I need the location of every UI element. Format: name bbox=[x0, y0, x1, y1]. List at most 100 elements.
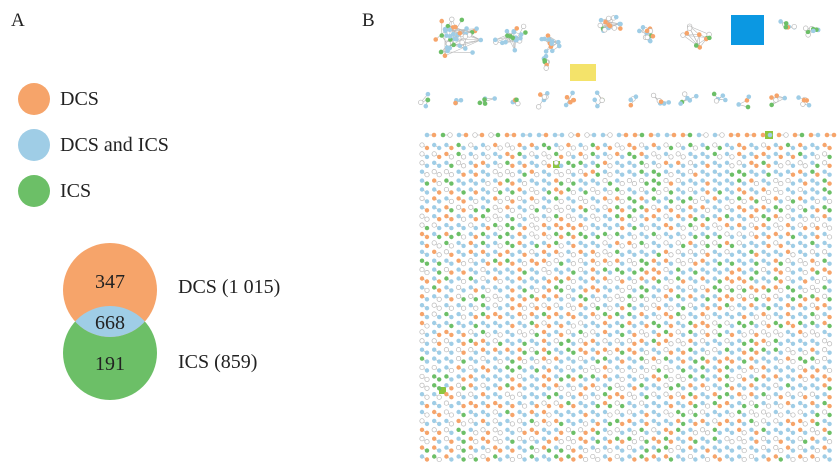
network-node bbox=[668, 252, 674, 258]
network-node bbox=[602, 142, 608, 148]
network-node bbox=[712, 196, 717, 201]
network-node bbox=[432, 392, 437, 397]
network-node bbox=[754, 199, 759, 204]
network-node bbox=[449, 225, 454, 231]
network-node bbox=[639, 249, 644, 254]
network-node bbox=[644, 439, 649, 444]
network-node bbox=[590, 178, 595, 183]
network-node bbox=[599, 97, 605, 103]
network-node bbox=[595, 421, 600, 427]
network-node bbox=[570, 189, 576, 196]
network-node bbox=[656, 288, 661, 293]
network-node bbox=[566, 240, 571, 246]
network-node bbox=[559, 350, 564, 355]
network-node bbox=[498, 314, 503, 320]
network-node bbox=[749, 311, 754, 317]
network-node bbox=[663, 151, 669, 157]
network-node bbox=[742, 279, 747, 284]
network-node bbox=[437, 225, 442, 231]
network-node bbox=[448, 305, 454, 311]
network-node bbox=[724, 151, 730, 157]
network-node bbox=[578, 294, 583, 299]
network-node bbox=[668, 403, 674, 409]
network-node bbox=[783, 132, 789, 138]
network-node bbox=[632, 270, 637, 275]
network-node bbox=[814, 359, 820, 365]
network-node bbox=[681, 368, 686, 373]
network-node bbox=[656, 457, 661, 462]
network-node bbox=[480, 392, 486, 397]
network-node bbox=[510, 252, 515, 257]
network-node bbox=[566, 222, 571, 228]
network-node bbox=[529, 222, 535, 228]
network-node bbox=[827, 172, 832, 177]
network-node bbox=[656, 279, 661, 284]
network-node bbox=[741, 394, 747, 400]
network-node bbox=[815, 145, 820, 151]
network-node bbox=[559, 377, 564, 382]
network-node bbox=[693, 350, 698, 355]
network-node bbox=[437, 234, 442, 240]
network-node bbox=[541, 214, 547, 219]
network-node bbox=[534, 154, 539, 160]
network-node bbox=[444, 311, 449, 317]
network-node bbox=[712, 285, 717, 290]
network-node bbox=[681, 190, 686, 195]
network-node bbox=[493, 276, 498, 281]
network-node bbox=[444, 151, 449, 157]
network-node bbox=[688, 240, 693, 246]
network-node bbox=[736, 240, 742, 246]
network-node bbox=[571, 395, 576, 400]
network-node bbox=[729, 154, 735, 160]
network-node bbox=[676, 365, 681, 370]
network-node bbox=[700, 222, 705, 228]
network-node bbox=[571, 288, 576, 293]
network-node bbox=[424, 172, 430, 178]
network-node bbox=[590, 231, 595, 237]
network-node bbox=[742, 243, 747, 249]
network-node bbox=[822, 400, 827, 406]
network-node bbox=[688, 267, 693, 272]
network-node bbox=[749, 214, 754, 219]
network-node bbox=[578, 409, 583, 415]
network-node bbox=[559, 421, 564, 427]
network-node bbox=[737, 142, 742, 148]
network-node bbox=[485, 332, 491, 338]
network-node bbox=[790, 412, 796, 418]
network-node bbox=[815, 368, 820, 373]
network-node bbox=[737, 418, 742, 424]
network-node bbox=[493, 383, 498, 388]
network-node bbox=[566, 142, 571, 148]
network-node bbox=[737, 320, 742, 326]
panel-label-a: A bbox=[11, 10, 25, 31]
network-node bbox=[651, 151, 657, 157]
network-node bbox=[724, 383, 730, 388]
network-node bbox=[651, 454, 656, 459]
network-node bbox=[449, 208, 454, 213]
network-node bbox=[769, 95, 774, 100]
network-node bbox=[766, 403, 772, 409]
legend-label-ics: ICS bbox=[60, 179, 92, 202]
network-node bbox=[802, 163, 808, 169]
network-node bbox=[754, 341, 759, 346]
network-node bbox=[607, 154, 613, 160]
network-node bbox=[578, 231, 583, 237]
network-node bbox=[461, 181, 466, 186]
network-node bbox=[522, 217, 527, 222]
network-node bbox=[700, 436, 705, 441]
network-node bbox=[717, 145, 722, 151]
network-node bbox=[676, 320, 681, 326]
network-node bbox=[419, 205, 425, 210]
network-node bbox=[700, 187, 705, 192]
network-node bbox=[705, 252, 710, 257]
network-node bbox=[473, 297, 478, 302]
network-node bbox=[681, 217, 686, 222]
network-node bbox=[693, 234, 698, 240]
network-node bbox=[578, 383, 583, 388]
network-node bbox=[565, 427, 571, 433]
network-node bbox=[627, 142, 632, 148]
network-node bbox=[595, 189, 601, 196]
network-node bbox=[814, 332, 820, 338]
network-node bbox=[559, 332, 564, 338]
network-node bbox=[595, 430, 600, 435]
